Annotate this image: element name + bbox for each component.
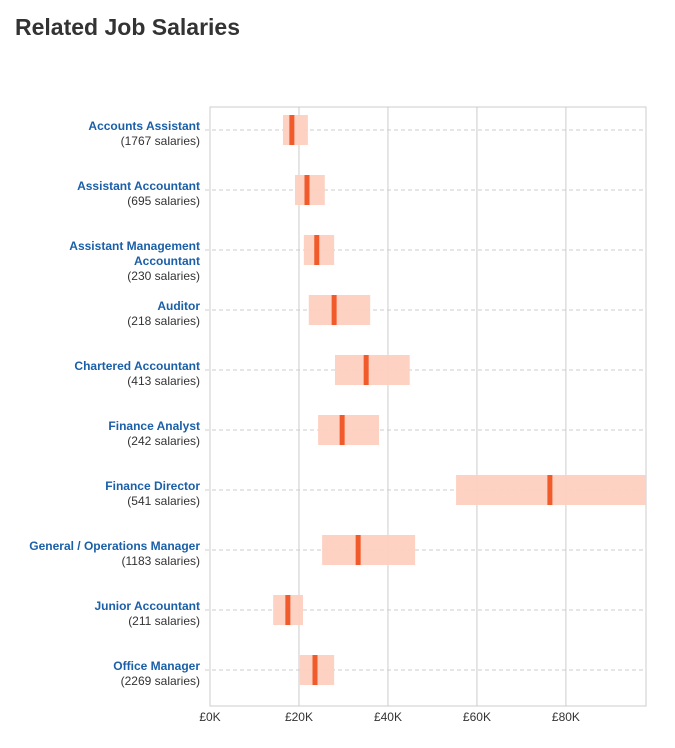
row-label: Chartered Accountant (413 salaries): [20, 359, 200, 389]
median-marker: [363, 355, 369, 385]
row-label: General / Operations Manager (1183 salari…: [20, 539, 200, 569]
job-title[interactable]: Office Manager: [113, 659, 200, 673]
salary-range: [335, 355, 410, 385]
median-marker: [289, 115, 295, 145]
salary-count: (1767 salaries): [120, 134, 200, 148]
x-tick-label: £20K: [285, 710, 313, 724]
salary-count: (2269 salaries): [120, 674, 200, 688]
job-title[interactable]: Chartered Accountant: [74, 359, 200, 373]
chart-title: Related Job Salaries: [15, 14, 240, 40]
median-marker: [355, 535, 361, 565]
median-marker: [304, 175, 310, 205]
x-tick-label: £0K: [199, 710, 220, 724]
row-label: Office Manager (2269 salaries): [20, 659, 200, 689]
median-marker: [312, 655, 318, 685]
row-label: Accounts Assistant (1767 salaries): [20, 119, 200, 149]
salary-count: (242 salaries): [127, 434, 200, 448]
job-title[interactable]: Assistant Accountant: [77, 179, 200, 193]
salary-count: (211 salaries): [128, 614, 200, 628]
median-marker: [314, 235, 320, 265]
job-title[interactable]: Accounts Assistant: [88, 119, 200, 133]
row-label: Auditor (218 salaries): [20, 299, 200, 329]
salary-count: (218 salaries): [127, 314, 200, 328]
median-marker: [285, 595, 291, 625]
row-label: Junior Accountant (211 salaries): [20, 599, 200, 629]
x-tick-label: £80K: [552, 710, 580, 724]
job-title[interactable]: Assistant Management Accountant: [69, 239, 200, 268]
row-label: Assistant Accountant (695 salaries): [20, 179, 200, 209]
row-label: Assistant Management Accountant (230 sala…: [20, 239, 200, 284]
salary-range: [318, 415, 380, 445]
x-tick-label: £60K: [463, 710, 491, 724]
salary-range: [294, 175, 325, 205]
salary-count: (413 salaries): [127, 374, 200, 388]
job-title[interactable]: Finance Director: [105, 479, 200, 493]
median-marker: [331, 295, 337, 325]
job-title[interactable]: General / Operations Manager: [29, 539, 200, 553]
salary-count: (230 salaries): [127, 269, 200, 283]
salary-range: [322, 535, 416, 565]
median-marker: [339, 415, 345, 445]
job-title[interactable]: Finance Analyst: [108, 419, 200, 433]
median-marker: [547, 475, 553, 505]
salary-count: (1183 salaries): [121, 554, 200, 568]
job-title[interactable]: Junior Accountant: [94, 599, 200, 613]
salary-range: [308, 295, 371, 325]
salary-range: [282, 115, 308, 145]
row-label: Finance Director (541 salaries): [20, 479, 200, 509]
salary-count: (541 salaries): [127, 494, 200, 508]
row-label: Finance Analyst (242 salaries): [20, 419, 200, 449]
salary-count: (695 salaries): [127, 194, 200, 208]
job-title[interactable]: Auditor: [157, 299, 200, 313]
x-tick-label: £40K: [374, 710, 402, 724]
